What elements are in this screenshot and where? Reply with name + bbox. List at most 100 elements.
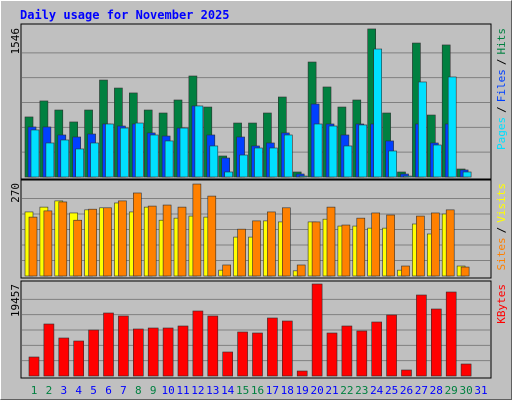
bar: [164, 140, 174, 178]
bar: [445, 291, 457, 377]
bar: [120, 127, 129, 178]
bar: [416, 294, 427, 377]
bar: [45, 142, 55, 178]
bar: [445, 209, 455, 277]
bar: [343, 145, 353, 178]
bar: [30, 129, 40, 178]
bar: [418, 81, 427, 178]
bar: [341, 224, 351, 277]
bar: [371, 321, 383, 377]
bar: [105, 123, 114, 178]
bar: [358, 124, 368, 178]
bar: [222, 264, 231, 277]
bar: [28, 356, 40, 377]
legend-entry: Hits: [495, 28, 508, 55]
y-tick-label: 19457: [9, 284, 22, 317]
bar: [162, 327, 174, 377]
bar: [269, 147, 278, 178]
bar: [207, 195, 217, 277]
x-tick-label: 14: [221, 384, 235, 397]
x-tick-label: 21: [325, 384, 338, 397]
bar: [373, 48, 383, 178]
bar: [356, 217, 366, 277]
legend-entry: Visits: [495, 183, 508, 223]
bar: [462, 171, 472, 178]
x-tick-label: 15: [236, 384, 249, 397]
legend: KBytes: [495, 284, 508, 324]
legend-entry: Sites: [495, 237, 508, 270]
legend-entry: Files: [495, 69, 508, 102]
bar: [88, 208, 97, 277]
bar: [252, 332, 263, 377]
x-tick-label: 12: [191, 384, 204, 397]
bar: [388, 150, 397, 178]
bar: [118, 315, 129, 377]
bar: [224, 171, 233, 178]
bar: [416, 215, 425, 277]
bar: [283, 134, 293, 178]
y-tick-label: 270: [9, 183, 22, 203]
bar: [326, 206, 336, 277]
bar: [133, 328, 144, 377]
bar: [90, 142, 99, 178]
bar: [237, 228, 246, 277]
x-tick-label: 7: [120, 384, 127, 397]
bar: [147, 327, 159, 377]
legend-separator: /: [495, 106, 508, 113]
bar: [149, 134, 159, 178]
bar: [254, 147, 263, 178]
bar: [43, 323, 55, 377]
bar: [267, 211, 276, 277]
bar: [313, 123, 323, 178]
bar: [296, 264, 306, 277]
bar: [237, 331, 248, 377]
bar: [43, 210, 53, 277]
bar: [103, 312, 114, 377]
bar: [403, 175, 412, 178]
panel-frame: [20, 280, 492, 379]
bar: [177, 325, 189, 377]
x-tick-label: 18: [281, 384, 294, 397]
legend: Pages / Files / Hits: [495, 28, 508, 150]
x-tick-label: 16: [251, 384, 264, 397]
bar: [147, 205, 157, 277]
bar: [281, 207, 291, 277]
bar: [28, 216, 38, 277]
y-tick-label: 1546: [9, 28, 22, 55]
legend: Sites / Visits: [495, 183, 508, 271]
panel-frame: [20, 179, 492, 279]
bar: [135, 122, 144, 178]
bar: [192, 183, 202, 277]
panel-frame: [20, 23, 492, 180]
bar: [341, 325, 353, 377]
x-tick-label: 2: [46, 384, 53, 397]
legend-entry: Pages: [495, 117, 508, 150]
x-tick-label: 3: [60, 384, 67, 397]
bar: [296, 370, 308, 377]
x-tick-label: 8: [135, 384, 142, 397]
bar: [460, 363, 472, 377]
x-tick-label: 20: [310, 384, 323, 397]
bar: [298, 175, 308, 178]
bar: [222, 351, 233, 377]
bar: [103, 207, 112, 277]
bar: [386, 314, 397, 377]
x-tick-label: 9: [150, 384, 157, 397]
x-tick-label: 1: [31, 384, 38, 397]
x-tick-label: 6: [105, 384, 112, 397]
chart-title: Daily usage for November 2025: [20, 8, 230, 22]
bar: [311, 283, 323, 377]
x-tick-label: 24: [370, 384, 384, 397]
bar: [267, 317, 278, 377]
x-tick-label: 26: [400, 384, 413, 397]
bar: [133, 192, 142, 277]
x-tick-label: 23: [355, 384, 368, 397]
bar: [88, 329, 99, 377]
bar: [430, 212, 440, 277]
bar: [401, 369, 412, 377]
x-tick-label: 29: [445, 384, 458, 397]
bar: [447, 76, 457, 178]
x-tick-label: 28: [430, 384, 443, 397]
